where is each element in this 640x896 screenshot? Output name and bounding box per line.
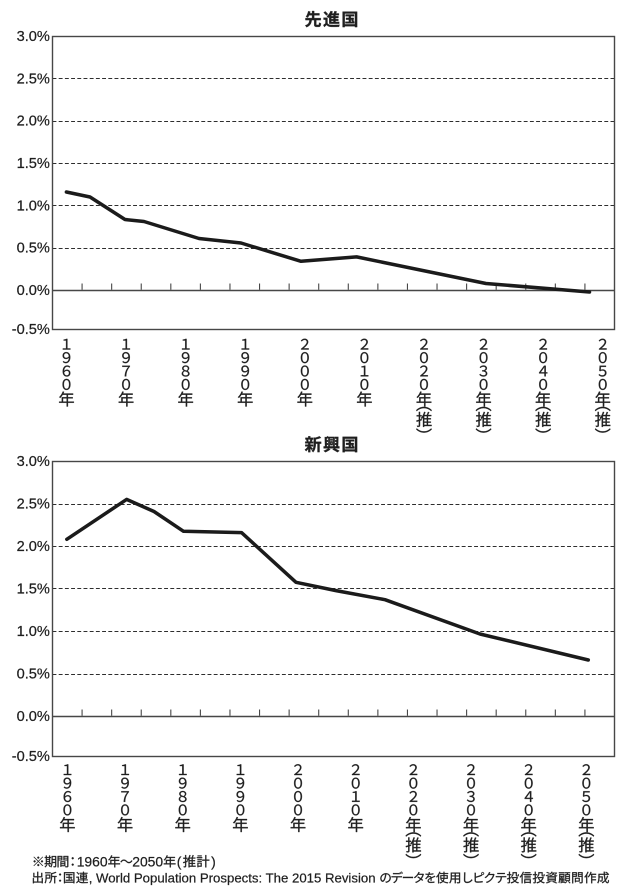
svg-text:(: ( bbox=[177, 853, 182, 869]
svg-text:1.0%: 1.0% bbox=[17, 198, 50, 214]
svg-text:1.5%: 1.5% bbox=[17, 581, 50, 597]
svg-text:2050: 2050 bbox=[132, 853, 163, 869]
svg-text:1960: 1960 bbox=[77, 853, 108, 869]
svg-text:, World Population Prospects:: , World Population Prospects: The 2015 R… bbox=[89, 870, 376, 885]
svg-text:0.5%: 0.5% bbox=[17, 666, 50, 682]
svg-text:0.0%: 0.0% bbox=[17, 709, 50, 725]
svg-text:0.0%: 0.0% bbox=[17, 283, 50, 299]
svg-text:2.0%: 2.0% bbox=[17, 114, 50, 130]
svg-text:1.0%: 1.0% bbox=[17, 624, 50, 640]
svg-text:-0.5%: -0.5% bbox=[12, 322, 50, 338]
svg-text:1.5%: 1.5% bbox=[17, 156, 50, 172]
svg-text:): ) bbox=[211, 853, 216, 869]
svg-text:2.5%: 2.5% bbox=[17, 71, 50, 87]
svg-text:3.0%: 3.0% bbox=[17, 29, 50, 45]
svg-text:3.0%: 3.0% bbox=[17, 454, 50, 470]
svg-text:-0.5%: -0.5% bbox=[12, 749, 50, 765]
svg-text:2.0%: 2.0% bbox=[17, 539, 50, 555]
svg-text:2.5%: 2.5% bbox=[17, 496, 50, 512]
svg-text:0.5%: 0.5% bbox=[17, 241, 50, 257]
